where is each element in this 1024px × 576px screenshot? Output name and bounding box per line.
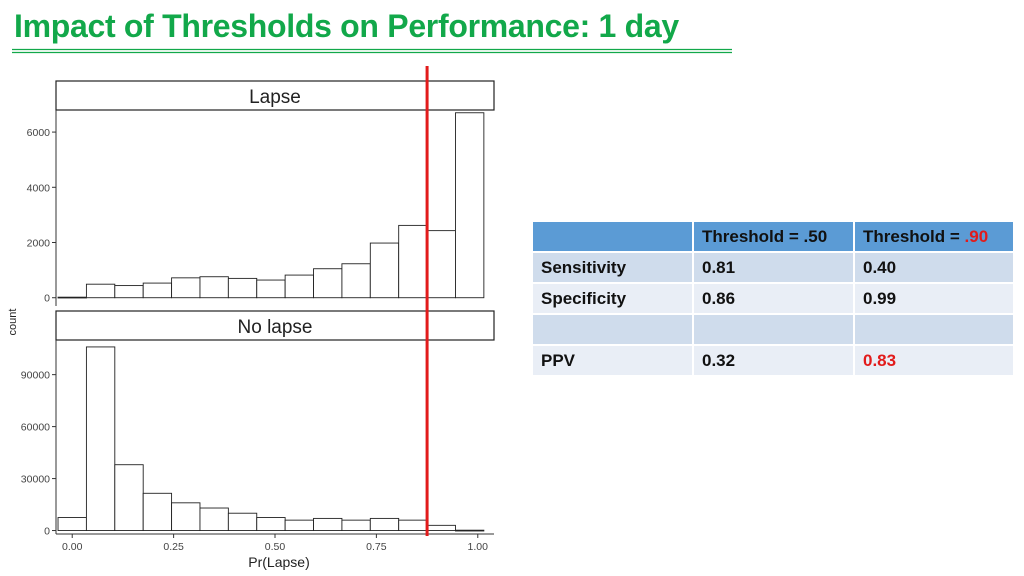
row-label <box>533 314 694 346</box>
value-threshold-90: 0.40 <box>854 252 1013 284</box>
y-tick-label: 60000 <box>21 422 50 434</box>
histogram-bar <box>114 285 144 299</box>
histogram-bar <box>341 263 371 299</box>
table-header-threshold-50: Threshold = .50 <box>693 222 855 253</box>
facet-strip <box>55 310 495 341</box>
x-axis-label: Pr(Lapse) <box>248 554 309 570</box>
row-label: Sensitivity <box>533 252 694 284</box>
histogram-bar <box>227 512 258 531</box>
x-tick-label: 0.50 <box>265 541 286 553</box>
row-label: PPV <box>533 345 694 377</box>
value-threshold-90-highlight: 0.83 <box>854 345 1013 377</box>
histogram-bar <box>426 230 456 299</box>
facet-label: No lapse <box>238 317 313 338</box>
value-threshold-50: 0.86 <box>693 283 855 315</box>
histogram-bar <box>227 277 258 299</box>
value-threshold-50: 0.81 <box>693 252 855 284</box>
table-row: Specificity 0.86 0.99 <box>533 283 1013 315</box>
histogram-bar <box>426 524 456 531</box>
histogram-bar <box>369 517 400 531</box>
histogram-bar <box>171 277 201 299</box>
row-label: Specificity <box>533 283 694 315</box>
title-underline <box>12 48 732 54</box>
y-tick-label: 6000 <box>27 127 51 139</box>
table-header-row: Threshold = .50 Threshold = .90 <box>533 222 1013 253</box>
histogram-bar <box>313 268 343 299</box>
histogram-bar <box>369 242 400 299</box>
histogram-bar <box>398 224 428 299</box>
histogram-bar <box>114 464 144 531</box>
histogram-bar <box>199 276 229 299</box>
histogram-bar <box>313 517 343 531</box>
table-header-cell <box>533 222 694 253</box>
table-row: Sensitivity 0.81 0.40 <box>533 252 1013 284</box>
y-tick-label: 90000 <box>21 370 50 382</box>
y-tick-label: 0 <box>44 526 50 538</box>
table-row: PPV 0.32 0.83 <box>533 345 1013 377</box>
histogram-bar <box>455 112 485 299</box>
y-tick-label: 0 <box>44 293 50 305</box>
y-axis-label: count <box>7 309 19 336</box>
histogram-bar <box>85 283 116 299</box>
value-threshold-50: 0.32 <box>693 345 855 377</box>
histogram-bar <box>256 279 286 299</box>
histogram-bar <box>57 517 87 531</box>
table-header-threshold-90: Threshold = .90 <box>854 222 1013 253</box>
header-highlight: .90 <box>964 226 989 246</box>
y-tick-label: 2000 <box>27 238 51 250</box>
performance-table: Threshold = .50 Threshold = .90 Sensitiv… <box>533 222 1013 377</box>
slide-title: Impact of Thresholds on Performance: 1 d… <box>14 8 679 44</box>
histogram-bar <box>85 346 116 531</box>
x-tick-label: 1.00 <box>468 541 489 553</box>
x-tick-label: 0.25 <box>163 541 184 553</box>
y-tick-label: 4000 <box>27 182 51 194</box>
histogram-bar <box>57 296 87 299</box>
facet-label: Lapse <box>249 87 301 108</box>
value-threshold-90: 0.99 <box>854 283 1013 315</box>
table-row <box>533 314 1013 346</box>
y-tick-label: 30000 <box>21 474 50 486</box>
histogram-bar <box>284 519 314 531</box>
histogram-bar <box>199 507 229 531</box>
x-tick-label: 0.00 <box>62 541 83 553</box>
histogram-bar <box>455 529 485 532</box>
header-prefix: Threshold = <box>863 226 965 246</box>
histogram-chart: Lapse 0 2000 4000 6000 No lapse 0 30000 60000 900… <box>7 66 495 570</box>
histogram-bar <box>284 274 314 299</box>
histogram-bar <box>171 502 201 531</box>
value-threshold-50 <box>693 314 855 346</box>
histogram-bar <box>256 517 286 531</box>
facet-strip <box>55 80 495 111</box>
histogram-bar <box>142 282 173 299</box>
x-tick-label: 0.75 <box>366 541 387 553</box>
histogram-bar <box>142 492 173 531</box>
value-threshold-90 <box>854 314 1013 346</box>
histogram-bar <box>398 519 428 531</box>
histogram-bar <box>341 519 371 531</box>
